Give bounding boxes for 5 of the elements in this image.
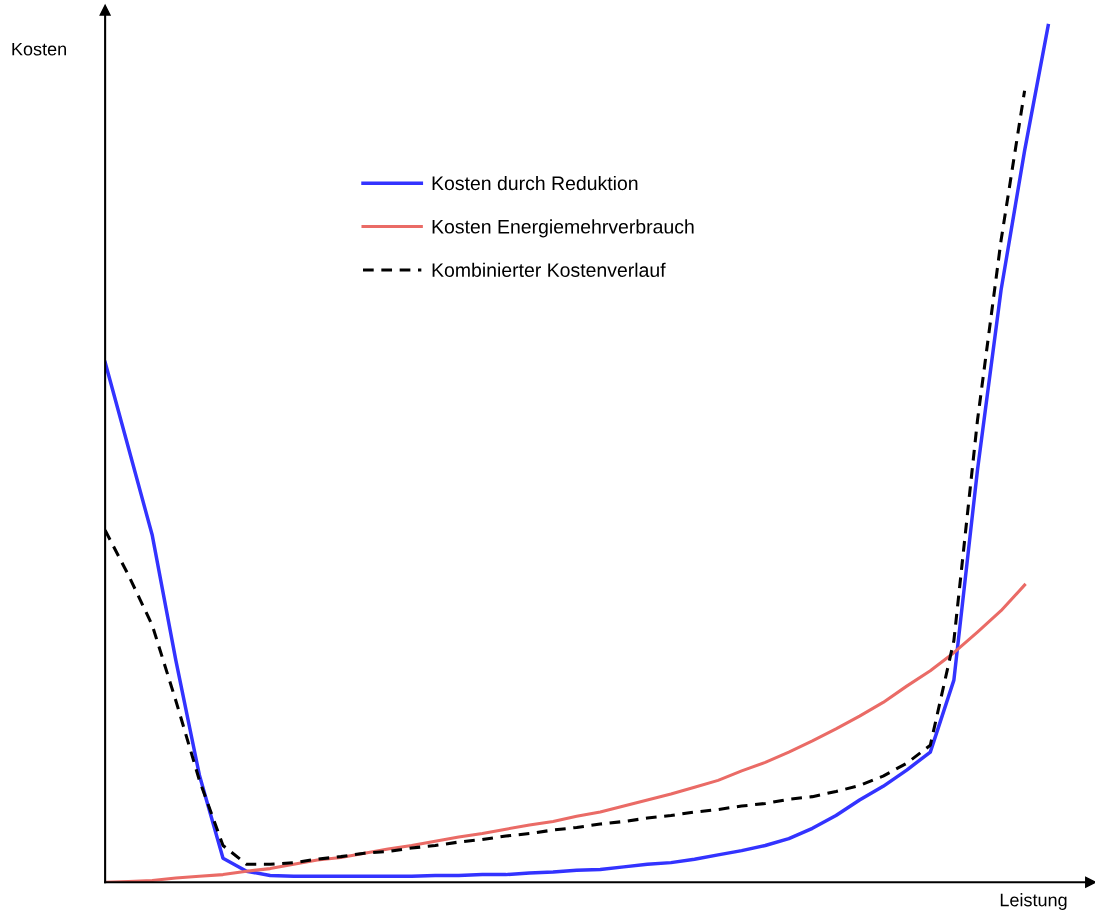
legend-label: Kosten Energiemehrverbrauch [432,219,694,238]
legend-label: Kosten durch Reduktion [432,175,638,191]
y-axis-title: Kosten [12,42,66,56]
x-axis-title: Leistung [1000,893,1067,910]
legend-label: Kombinierter Kostenverlauf [432,262,666,277]
